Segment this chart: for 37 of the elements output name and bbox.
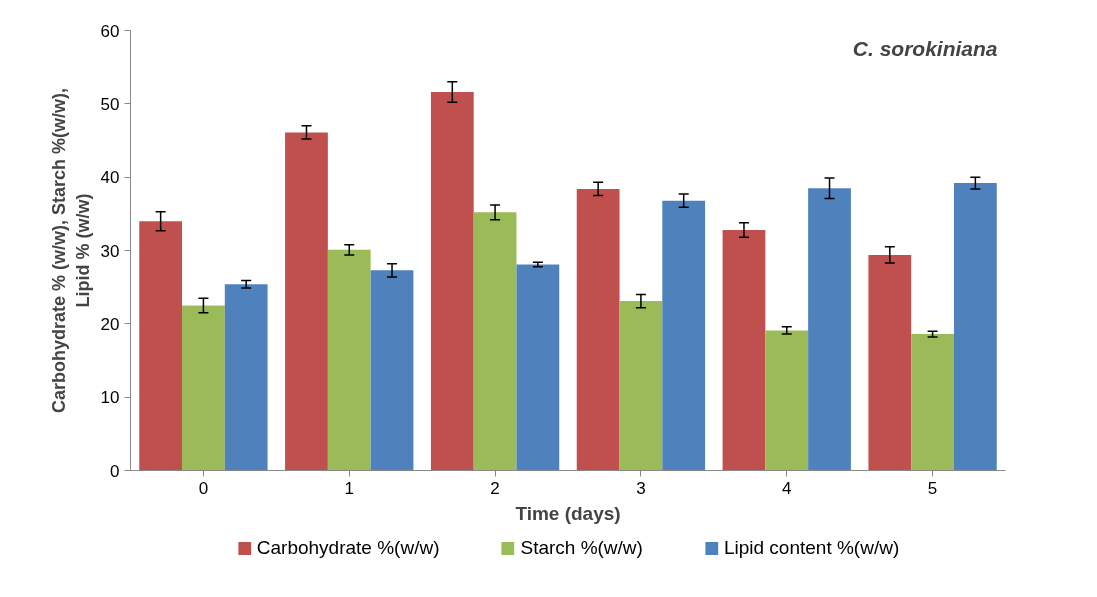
bar bbox=[953, 183, 997, 471]
bar bbox=[911, 334, 954, 471]
bar bbox=[182, 305, 225, 471]
bar bbox=[285, 132, 328, 471]
legend-label: Lipid content %(w/w) bbox=[723, 537, 900, 559]
bar bbox=[662, 200, 706, 471]
y-tick-label: 60 bbox=[100, 21, 120, 41]
x-tick-label: 1 bbox=[344, 478, 354, 498]
legend-label: Starch %(w/w) bbox=[520, 537, 643, 559]
x-tick-label: 3 bbox=[636, 478, 646, 498]
bar bbox=[370, 270, 414, 471]
bar bbox=[327, 249, 371, 471]
y-tick-label: 40 bbox=[100, 168, 120, 188]
x-axis-title: Time (days) bbox=[515, 502, 621, 524]
x-tick-label: 2 bbox=[490, 478, 500, 498]
y-axis-title: Carbohydrate % (w/w), Starch %(w/w), Lipid % (w/w) bbox=[48, 87, 93, 414]
y-tick-label: 20 bbox=[100, 314, 120, 334]
y-tick-label: 10 bbox=[100, 388, 120, 408]
y-tick-label: 0 bbox=[110, 461, 120, 481]
bar bbox=[576, 188, 620, 471]
x-tick-label: 5 bbox=[927, 478, 938, 498]
bar bbox=[224, 284, 268, 471]
bar bbox=[516, 264, 560, 471]
x-tick-label: 4 bbox=[782, 478, 792, 498]
chart-title: C. sorokiniana bbox=[852, 36, 998, 60]
bar bbox=[722, 229, 766, 471]
bar bbox=[473, 212, 517, 471]
legend-label: Carbohydrate %(w/w) bbox=[256, 537, 440, 559]
bar bbox=[619, 301, 663, 471]
y-tick-label: 30 bbox=[100, 241, 120, 261]
bar bbox=[868, 254, 912, 471]
bar bbox=[765, 330, 809, 471]
y-tick-label: 50 bbox=[100, 94, 120, 114]
bar bbox=[430, 92, 474, 471]
x-tick-label: 0 bbox=[198, 478, 209, 498]
bar bbox=[139, 221, 183, 471]
bar bbox=[808, 188, 851, 471]
